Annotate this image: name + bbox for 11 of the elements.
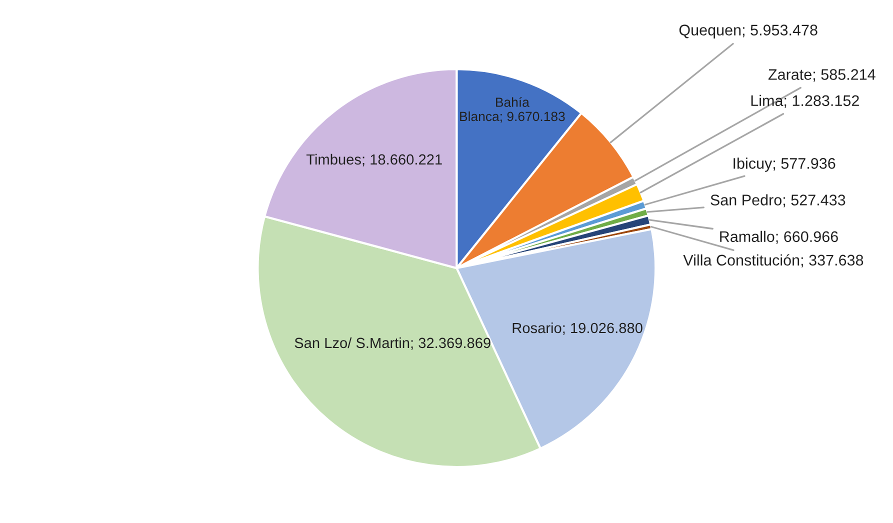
slice-label: Quequen; 5.953.478 [679, 24, 818, 38]
slice-label: Ibicuy; 577.936 [734, 158, 836, 172]
slice-label: San Lzo/ S.Martin; 32.369.869 [294, 337, 490, 350]
slice-label: Lima; 1.283.152 [751, 94, 859, 108]
slice-label: Ramallo; 660.966 [720, 230, 838, 244]
slice-label: Bahía Blanca; 9.670.183 [460, 97, 565, 123]
slice-label: Timbues; 18.660.221 [306, 154, 442, 166]
slice-label: Rosario; 19.026.880 [512, 322, 642, 335]
slice-label: San Pedro; 527.433 [710, 194, 846, 208]
slice-label: Zarate; 585.214 [768, 69, 876, 82]
slice-label: Villa Constitución; 337.638 [683, 254, 864, 268]
